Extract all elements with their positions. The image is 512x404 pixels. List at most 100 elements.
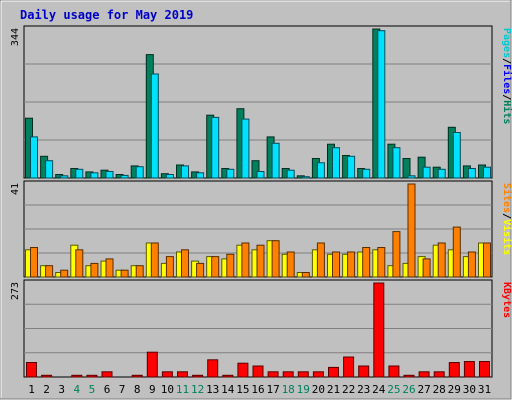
bar-sites-day-2 — [45, 265, 54, 278]
bar-files-day-31 — [483, 166, 491, 179]
bar-kbytes-day-30 — [463, 361, 475, 378]
bar-sites-day-18 — [286, 251, 295, 278]
x-tick-label: 20 — [312, 383, 325, 396]
x-tick-label: 31 — [478, 383, 491, 396]
bar-files-day-9 — [150, 73, 159, 179]
bar-files-day-10 — [165, 174, 174, 179]
x-tick-label: 7 — [119, 383, 126, 396]
bar-files-day-2 — [45, 160, 54, 179]
legend-files-label: Files — [501, 64, 512, 94]
bar-files-day-4 — [75, 168, 84, 179]
bar-hits-day-16 — [251, 160, 260, 179]
bar-sites-day-20 — [316, 242, 325, 278]
bar-files-day-15 — [241, 118, 250, 179]
bar-files-day-7 — [120, 174, 129, 179]
bar-kbytes-day-1 — [26, 362, 37, 378]
chart-title: Daily usage for May 2019 — [20, 8, 193, 22]
bar-sites-day-8 — [135, 265, 144, 278]
x-tick-label: 30 — [463, 383, 476, 396]
x-tick-label: 12 — [191, 383, 204, 396]
bar-sites-day-6 — [105, 258, 114, 278]
bar-kbytes-day-22 — [343, 356, 355, 378]
bar-files-day-24 — [377, 30, 386, 179]
x-tick-label: 13 — [206, 383, 219, 396]
bar-sites-day-19 — [301, 272, 310, 278]
bar-kbytes-day-6 — [101, 371, 113, 378]
bar-files-day-6 — [105, 171, 114, 179]
x-tick-label: 19 — [297, 383, 310, 396]
bar-files-day-26 — [407, 175, 416, 179]
bar-sites-day-15 — [241, 242, 250, 278]
bar-files-day-21 — [332, 147, 340, 179]
x-tick-label: 23 — [357, 383, 370, 396]
bar-sites-day-25 — [392, 231, 401, 278]
bar-files-day-3 — [60, 175, 69, 179]
bar-kbytes-day-26 — [403, 374, 415, 378]
x-axis-labels: 1 2 3 4 5 6 7 8 9 10 11 12 13 14 15 16 17 18 19 20 21 22 23 24 2… — [28, 383, 491, 396]
bar-sites-day-12 — [196, 262, 205, 278]
bar-files-day-28 — [437, 168, 446, 179]
bar-kbytes-day-13 — [207, 359, 219, 378]
legend-sites-label: Sites — [501, 183, 512, 213]
bar-sites-day-22 — [347, 251, 356, 278]
x-tick-label: 15 — [236, 383, 249, 396]
panel-kbytes: 273 KBytes — [10, 279, 512, 378]
bar-kbytes-day-25 — [388, 365, 400, 378]
x-tick-label: 18 — [282, 383, 295, 396]
legend--label: / — [501, 94, 512, 100]
bar-kbytes-day-23 — [358, 365, 370, 378]
legend-kbytes-label: KBytes — [501, 282, 512, 318]
x-tick-label: 11 — [176, 383, 189, 396]
x-tick-label: 21 — [327, 383, 340, 396]
legend-visits-label: Visits — [501, 219, 512, 255]
bar-sites-day-11 — [181, 249, 189, 278]
bar-files-day-1 — [30, 136, 38, 179]
x-tick-label: 9 — [149, 383, 156, 396]
bar-files-day-5 — [90, 172, 99, 179]
x-tick-label: 2 — [43, 383, 50, 396]
bar-kbytes-day-18 — [282, 371, 294, 378]
bar-sites-day-4 — [75, 249, 84, 278]
panel-hits-files-pages: 344 Pages/Files/Hits — [10, 25, 512, 179]
x-tick-label: 28 — [433, 383, 446, 396]
bar-kbytes-day-24 — [373, 282, 385, 378]
bar-sites-day-3 — [60, 269, 69, 278]
bar-files-day-25 — [392, 147, 401, 179]
bar-sites-day-26 — [407, 183, 416, 278]
bar-sites-day-14 — [226, 253, 235, 278]
x-tick-label: 5 — [89, 383, 96, 396]
bar-files-day-20 — [316, 162, 325, 179]
bar-files-day-27 — [422, 166, 431, 179]
x-tick-label: 17 — [266, 383, 279, 396]
bar-files-day-16 — [256, 171, 265, 179]
y-max-label: 41 — [10, 183, 21, 195]
x-tick-label: 14 — [221, 383, 235, 396]
bar-sites-day-28 — [437, 242, 446, 278]
x-tick-label: 26 — [402, 383, 415, 396]
bar-sites-day-16 — [256, 244, 265, 278]
bar-files-day-14 — [226, 168, 235, 179]
legend--label: / — [501, 58, 512, 64]
bar-files-day-11 — [181, 165, 189, 179]
bar-files-day-18 — [286, 169, 295, 179]
legend-pages-label: Pages — [501, 28, 512, 58]
bar-kbytes-day-16 — [252, 365, 264, 378]
x-tick-label: 25 — [387, 383, 400, 396]
bar-sites-day-1 — [30, 247, 38, 278]
bar-sites-day-30 — [467, 251, 476, 278]
panel-legend: Sites/Visits — [501, 183, 512, 255]
legend--label: / — [501, 213, 512, 219]
bar-kbytes-day-20 — [312, 371, 324, 378]
bar-kbytes-day-27 — [418, 371, 430, 378]
x-tick-label: 3 — [58, 383, 65, 396]
x-tick-label: 27 — [417, 383, 430, 396]
bar-sites-day-29 — [452, 226, 461, 278]
panel-legend: KBytes — [501, 282, 512, 318]
bar-kbytes-day-9 — [146, 351, 158, 378]
bar-sites-day-23 — [362, 247, 371, 278]
x-tick-label: 1 — [28, 383, 35, 396]
bar-files-day-30 — [467, 168, 476, 179]
bar-kbytes-day-8 — [131, 374, 143, 378]
